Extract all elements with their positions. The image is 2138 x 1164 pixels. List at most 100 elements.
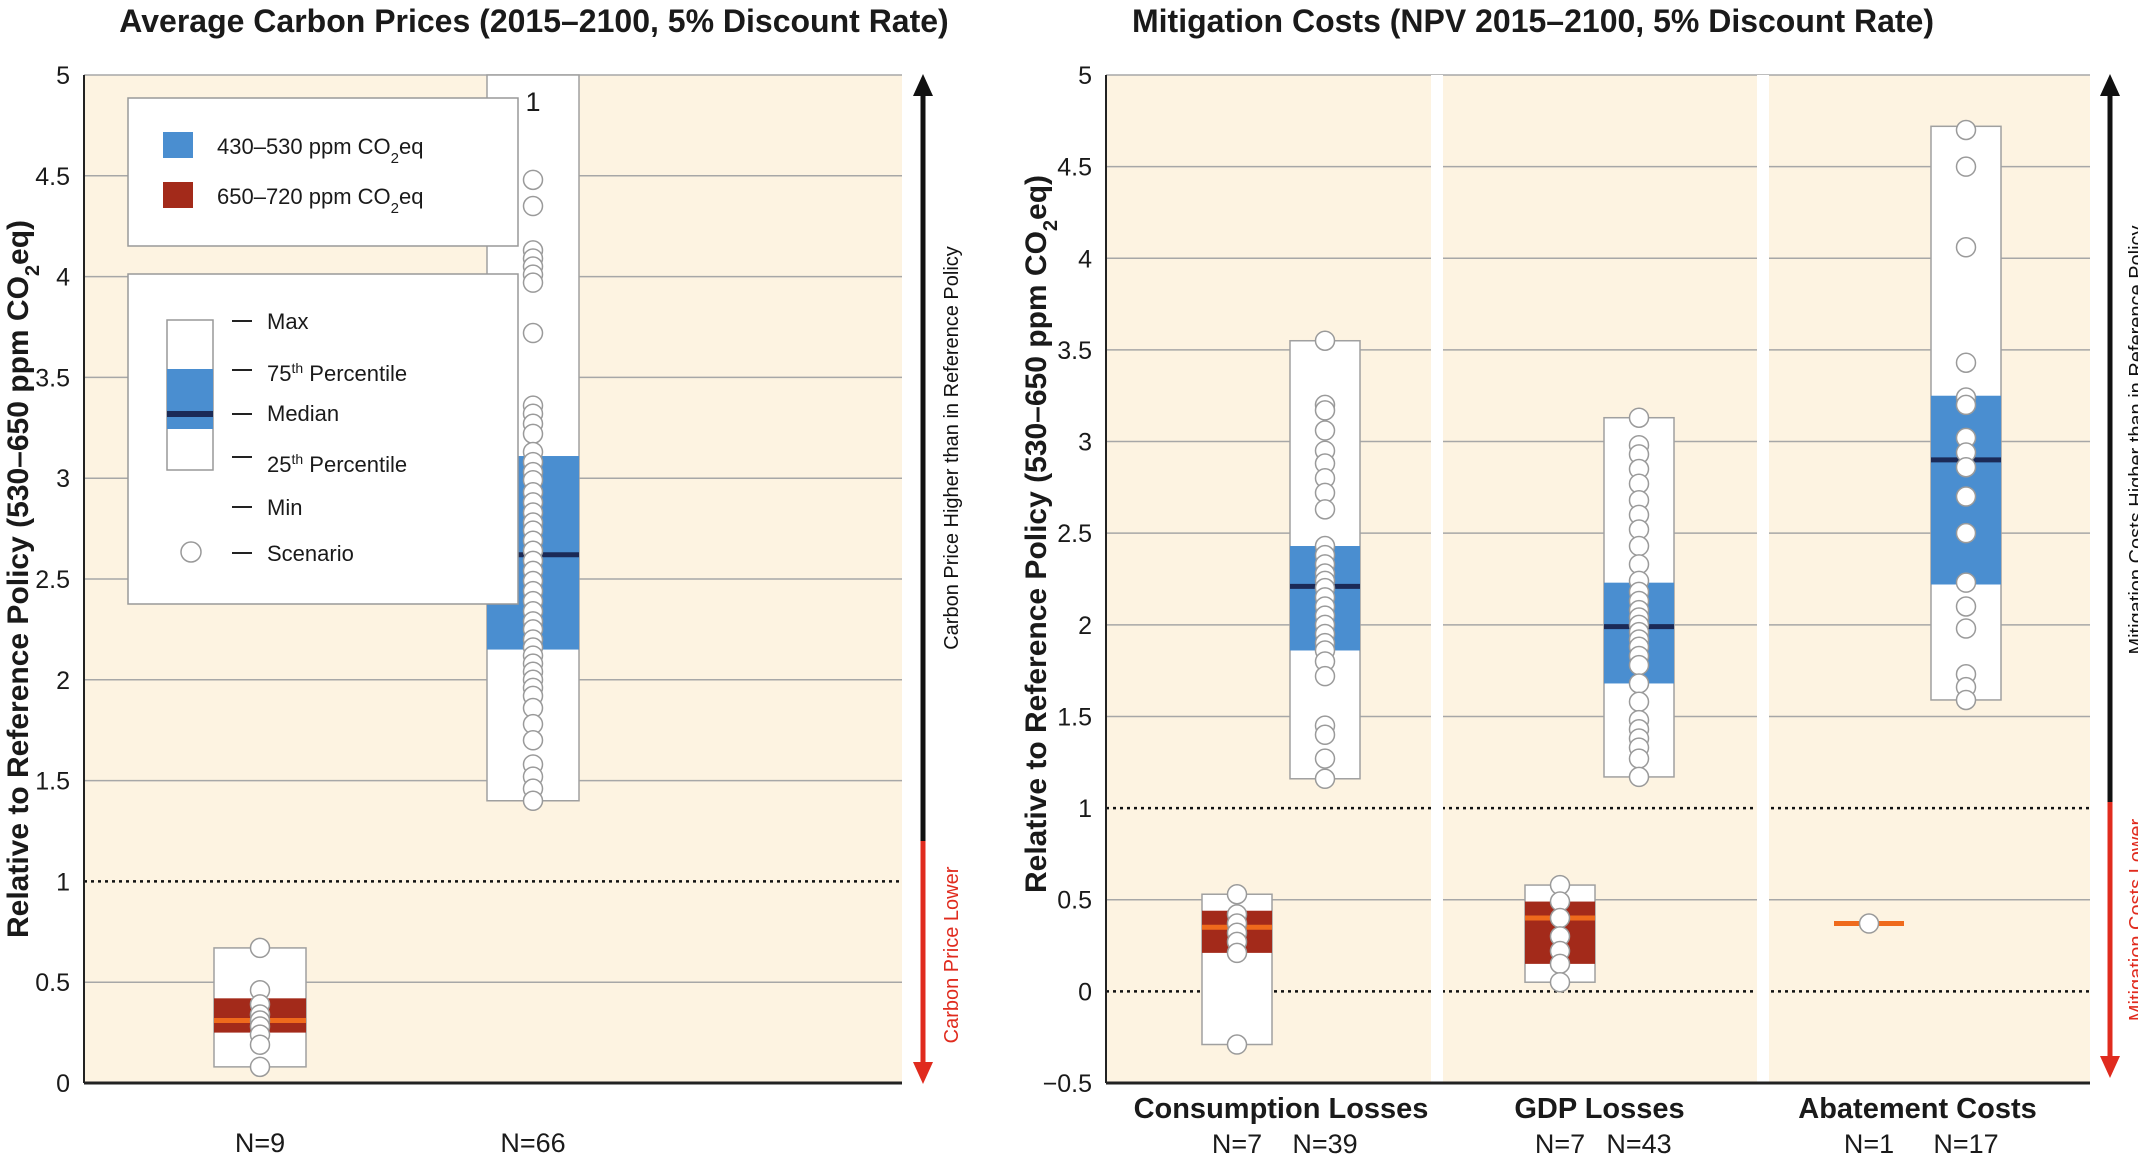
y-tick-label: 5 <box>1078 62 1092 90</box>
y-tick-label: 4 <box>56 264 70 292</box>
legend-swatch-650 <box>163 182 193 208</box>
right-n-labels: N=7 N=39 N=7 N=43 N=1 N=17 <box>1212 1129 1999 1159</box>
box-legend-sample-iqr <box>167 369 213 429</box>
category-label: GDP Losses <box>1514 1093 1684 1125</box>
scenario-point <box>522 322 544 344</box>
scenario-point <box>1955 522 1977 544</box>
box-legend-scenario-marker <box>180 541 202 563</box>
scenario-point <box>522 272 544 293</box>
scenario-point <box>1955 237 1977 258</box>
scenario-point <box>1226 942 1248 964</box>
y-tick-label: 4.5 <box>1057 154 1092 182</box>
y-tick-label: 4.5 <box>35 163 70 191</box>
scenario-point <box>1955 572 1977 593</box>
scenario-legend-box <box>127 97 519 247</box>
n-label: N=43 <box>1606 1129 1671 1159</box>
legend-label-430: 430–530 ppm CO2eq <box>217 134 424 167</box>
left-n-labels: N=9 N=66 <box>235 1128 566 1158</box>
y-tick-label: 2.5 <box>1057 520 1092 548</box>
right-arrow-down-label: Mitigation Costs Lower <box>2126 819 2138 1022</box>
scenario-point <box>1314 768 1336 790</box>
box-legend-p25: 25th Percentile <box>267 451 407 477</box>
left-chart-title: Average Carbon Prices (2015–2100, 5% Dis… <box>119 3 948 39</box>
scenario-point <box>1955 394 1977 416</box>
right-arrow-up-head <box>2100 74 2120 96</box>
n-label: N=17 <box>1933 1129 1998 1159</box>
left-direction-arrow: Carbon Price Higher than in Reference Po… <box>913 74 963 1084</box>
left-arrow-down-head <box>913 1062 933 1084</box>
scenario-point <box>1549 953 1571 975</box>
left-arrow-up-head <box>913 74 933 96</box>
box-legend-p75: 75th Percentile <box>267 360 407 386</box>
y-tick-label: 3.5 <box>35 364 70 392</box>
scenario-point <box>522 730 544 751</box>
scenario-point <box>1955 486 1977 507</box>
scenario-point <box>1314 665 1336 687</box>
right-direction-arrow: Mitigation Costs Higher than in Referenc… <box>2100 74 2138 1078</box>
scenario-point <box>1628 673 1650 694</box>
y-tick-label: 3.5 <box>1057 337 1092 365</box>
category-label: Consumption Losses <box>1134 1093 1429 1125</box>
scenario-point <box>522 790 544 812</box>
right-boxes <box>1201 119 2002 1055</box>
n-label: N=7 <box>1212 1129 1262 1159</box>
scenario-point <box>249 937 271 959</box>
n-label: N=39 <box>1292 1129 1357 1159</box>
left-y-ticks: 0 0.5 1 1.5 2 2.5 3 3.5 4 4.5 5 <box>35 62 70 1098</box>
category-label: Abatement Costs <box>1798 1093 2037 1125</box>
y-tick-label: −0.5 <box>1043 1070 1092 1098</box>
scenario-legend: 430–530 ppm CO2eq 650–720 ppm CO2eq <box>127 97 519 247</box>
scenario-point <box>1314 724 1336 746</box>
left-y-axis-label: Relative to Reference Policy (530–650 pp… <box>2 220 44 938</box>
scenario-point <box>249 1056 271 1078</box>
n-label: N=1 <box>1844 1129 1894 1159</box>
box-legend-median: Median <box>267 401 339 426</box>
scenario-point <box>1226 883 1248 905</box>
scenario-point <box>522 169 544 191</box>
scenario-point <box>1955 352 1977 373</box>
right-y-axis-label: Relative to Reference Policy (530–650 pp… <box>1020 175 1062 893</box>
box-legend: Max 75th Percentile Median 25th Percenti… <box>127 273 519 605</box>
scenario-point <box>1955 456 1977 478</box>
y-tick-label: 2 <box>56 667 70 695</box>
y-tick-label: 1 <box>1078 795 1092 823</box>
scenario-point <box>1628 654 1650 676</box>
group-separator <box>1757 75 1769 1083</box>
y-tick-label: 4 <box>1078 245 1092 273</box>
right-arrow-down-head <box>2100 1056 2120 1078</box>
legend-label-650: 650–720 ppm CO2eq <box>217 184 424 217</box>
y-tick-label: 2 <box>1078 612 1092 640</box>
box-legend-min: Min <box>267 495 302 520</box>
scenario-point <box>1314 330 1336 351</box>
n-label: N=7 <box>1535 1129 1585 1159</box>
legend-swatch-430 <box>163 132 193 158</box>
scenario-point <box>522 195 544 217</box>
scenario-point <box>1858 913 1880 934</box>
scenario-point <box>1226 1034 1248 1055</box>
scenario-point <box>1549 971 1571 993</box>
scenario-point <box>1628 748 1650 769</box>
scenario-point <box>1955 596 1977 617</box>
right-chart: −0.5 0 0.5 1 1.5 2 2.5 3 3.5 4 4.5 5 Consumption Lo… <box>1020 62 2138 1159</box>
scenario-point <box>1955 618 1977 639</box>
scenario-point <box>1628 407 1650 428</box>
right-category-labels: Consumption Losses GDP Losses Abatement Co… <box>1134 1093 2037 1125</box>
scenario-point <box>1955 689 1977 711</box>
y-tick-label: 0.5 <box>35 969 70 997</box>
scenario-point <box>522 423 544 445</box>
group-separator <box>1431 75 1443 1083</box>
scenario-point <box>1628 691 1650 713</box>
left-chart: 0 0.5 1 1.5 2 2.5 3 3.5 4 4.5 5 1 N=9 N=66 Relative… <box>2 62 963 1158</box>
n-label: N=9 <box>235 1128 285 1158</box>
scenario-point <box>1314 400 1336 421</box>
right-y-ticks: −0.5 0 0.5 1 1.5 2 2.5 3 3.5 4 4.5 5 <box>1043 62 1092 1098</box>
right-chart-title: Mitigation Costs (NPV 2015–2100, 5% Disc… <box>1132 3 1934 39</box>
scenario-point <box>1314 499 1336 520</box>
y-tick-label: 2.5 <box>35 566 70 594</box>
scenario-point <box>1314 748 1336 769</box>
scenario-point <box>1628 535 1650 557</box>
scenario-point <box>1955 156 1977 177</box>
scenario-point <box>1314 420 1336 441</box>
scenario-point <box>249 1034 271 1055</box>
